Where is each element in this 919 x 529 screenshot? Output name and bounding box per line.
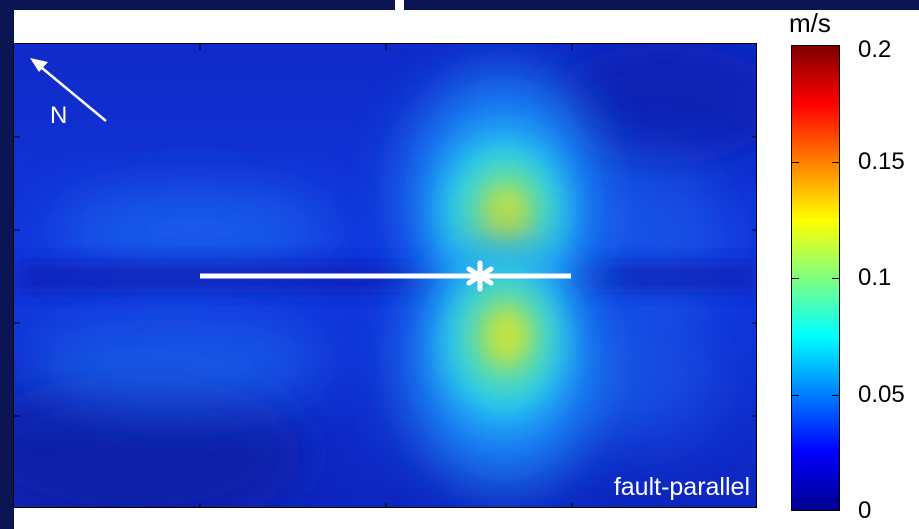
colorbar-tick bbox=[792, 161, 799, 163]
colorbar-tick bbox=[792, 394, 799, 396]
frame-side bbox=[0, 0, 14, 529]
colorbar-tick-label: 0 bbox=[858, 497, 872, 524]
frame-top-left bbox=[0, 0, 395, 10]
colorbar-tick bbox=[832, 161, 839, 163]
colorbar-unit: m/s bbox=[789, 8, 831, 38]
colorbar bbox=[791, 45, 840, 511]
north-arrow-icon bbox=[30, 58, 107, 122]
frame-top-right bbox=[404, 0, 919, 10]
north-label: N bbox=[50, 102, 68, 129]
colorbar-tick bbox=[792, 278, 799, 279]
panel-label: fault-parallel bbox=[613, 473, 750, 501]
main-lobe-upper-peak bbox=[487, 190, 527, 242]
low-lobe bbox=[544, 44, 756, 164]
axis-ticks bbox=[14, 44, 756, 507]
colorbar-tick bbox=[832, 278, 839, 279]
main-lobe-lower-peak bbox=[487, 310, 527, 362]
low-lobe bbox=[14, 374, 304, 507]
colorbar-tick-label: 0.1 bbox=[858, 264, 892, 291]
velocity-field bbox=[14, 44, 756, 507]
ground-velocity-map: N fault-parallel bbox=[13, 43, 757, 508]
side-lobe bbox=[54, 189, 334, 269]
colorbar-tick bbox=[832, 394, 839, 396]
side-lobe bbox=[24, 319, 324, 409]
side-lobe bbox=[574, 304, 714, 444]
epicenter-marker bbox=[466, 260, 494, 292]
colorbar-tick-label: 0.15 bbox=[858, 147, 905, 175]
colorbar-tick-label: 0.2 bbox=[858, 36, 892, 63]
colorbar-tick-label: 0.05 bbox=[858, 380, 905, 408]
